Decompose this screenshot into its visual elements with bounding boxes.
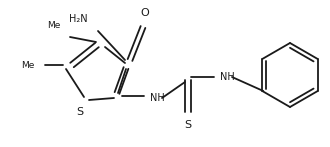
- Text: O: O: [141, 8, 149, 18]
- Text: NH: NH: [150, 93, 165, 103]
- Text: S: S: [184, 120, 191, 130]
- Text: S: S: [77, 107, 83, 117]
- Text: NH: NH: [220, 72, 235, 82]
- Text: Me: Me: [20, 61, 34, 70]
- Text: H₂N: H₂N: [69, 14, 88, 24]
- Text: Me: Me: [47, 21, 60, 30]
